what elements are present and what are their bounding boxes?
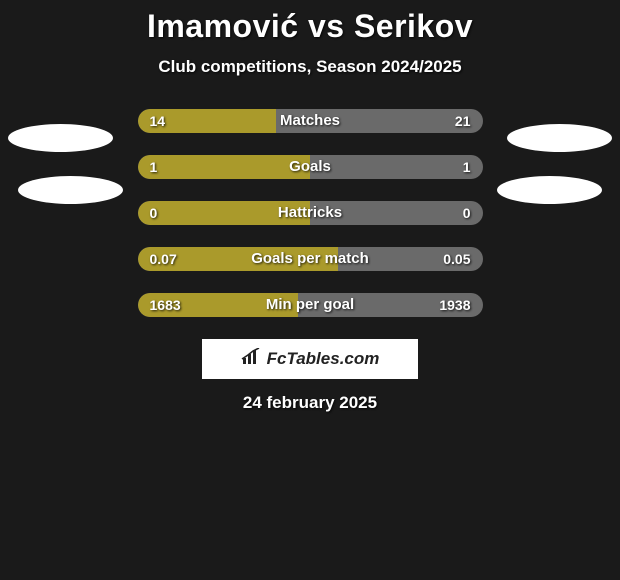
player-right-team-oval xyxy=(507,124,612,152)
player-left-team-oval xyxy=(8,124,113,152)
comparison-title: Imamović vs Serikov xyxy=(0,8,620,45)
stat-right-value: 1 xyxy=(463,155,471,179)
comparison-card: Imamović vs Serikov Club competitions, S… xyxy=(0,0,620,413)
player-right-country-oval xyxy=(497,176,602,204)
stat-label: Matches xyxy=(138,109,483,133)
stat-bar: 1Goals1 xyxy=(138,155,483,179)
stat-right-value: 21 xyxy=(455,109,471,133)
stat-label: Goals per match xyxy=(138,247,483,271)
stat-right-value: 0 xyxy=(463,201,471,225)
stat-right-value: 0.05 xyxy=(443,247,470,271)
stat-bar: 0.07Goals per match0.05 xyxy=(138,247,483,271)
stat-label: Hattricks xyxy=(138,201,483,225)
snapshot-date: 24 february 2025 xyxy=(0,393,620,413)
comparison-subtitle: Club competitions, Season 2024/2025 xyxy=(0,57,620,77)
stat-label: Min per goal xyxy=(138,293,483,317)
stat-bar: 14Matches21 xyxy=(138,109,483,133)
stat-label: Goals xyxy=(138,155,483,179)
brand-text: FcTables.com xyxy=(267,349,380,369)
player-left-country-oval xyxy=(18,176,123,204)
stat-right-value: 1938 xyxy=(439,293,470,317)
stat-bar: 0Hattricks0 xyxy=(138,201,483,225)
stat-bar: 1683Min per goal1938 xyxy=(138,293,483,317)
bar-chart-icon xyxy=(241,348,263,371)
brand-box: FcTables.com xyxy=(202,339,418,379)
